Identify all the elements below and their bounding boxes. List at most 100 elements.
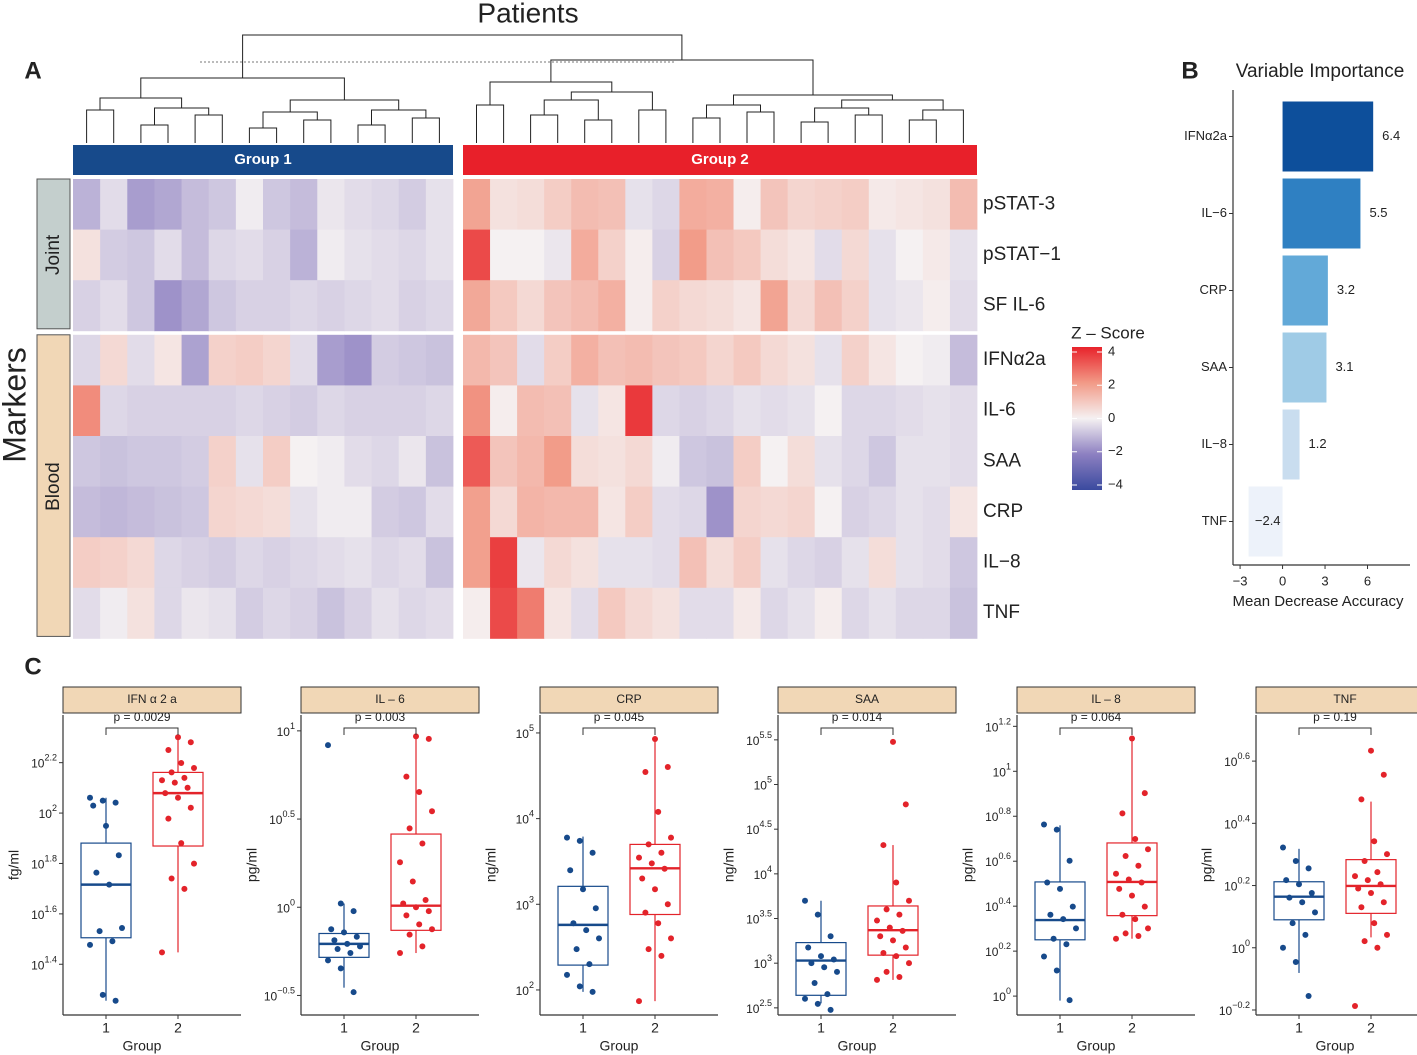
x-tick-label: −3 <box>1233 573 1248 588</box>
tick-base: 10 <box>31 858 45 872</box>
p-value: p = 0.003 <box>355 710 406 724</box>
heatmap-cell <box>706 385 734 437</box>
point <box>652 886 658 893</box>
y-tick-label: 100.8 <box>985 807 1011 825</box>
tick-exponent: 1 <box>1006 762 1011 772</box>
heatmap-cell <box>371 436 400 487</box>
row-group-label: Joint <box>43 234 64 275</box>
y-tick-label: 105 <box>516 723 534 741</box>
heatmap-cell <box>949 179 978 230</box>
point <box>1141 790 1148 797</box>
chart-title: Patients <box>477 0 578 28</box>
point <box>184 784 191 791</box>
y-tick-label: 103.5 <box>746 909 772 927</box>
heatmap-cell <box>760 334 789 386</box>
tick-base: 10 <box>746 734 760 748</box>
tick-base: 10 <box>516 727 530 741</box>
point <box>639 875 646 882</box>
p-value: p = 0.0029 <box>113 710 170 724</box>
point <box>1047 911 1054 918</box>
tick-base: 10 <box>985 945 999 959</box>
heatmap-cell <box>263 587 291 639</box>
heatmap-cell <box>841 179 870 230</box>
heatmap-cell <box>841 229 870 281</box>
y-tick-label: 100 <box>1232 938 1250 956</box>
tick-exponent: 0 <box>1245 938 1250 948</box>
row-label: IL-6 <box>983 400 1016 421</box>
y-tick-label: 100.6 <box>1224 751 1250 769</box>
point <box>805 944 812 951</box>
point <box>1308 889 1315 896</box>
tick-exponent: 0.4 <box>1237 814 1250 824</box>
y-tick-label: 103 <box>516 895 534 913</box>
value-label: −2.4 <box>1255 513 1281 528</box>
y-tick-label: IFNα2a <box>1184 128 1228 143</box>
y-tick-label: 102 <box>39 803 57 821</box>
heatmap-cell <box>706 537 734 589</box>
x-axis-label: Group <box>1077 1038 1116 1054</box>
heatmap-cell <box>679 537 707 589</box>
bar <box>1282 101 1374 172</box>
x-tick-label: 1 <box>1295 1020 1303 1036</box>
point <box>1292 959 1299 966</box>
heatmap-cell <box>544 280 572 332</box>
tick-base: 10 <box>39 807 53 821</box>
heatmap-cell <box>344 587 372 639</box>
y-tick-label: 101 <box>277 721 295 739</box>
point <box>1364 877 1371 884</box>
heatmap-cell <box>154 334 182 386</box>
point <box>171 779 178 786</box>
point <box>416 921 423 928</box>
tick-base: 10 <box>754 779 768 793</box>
heatmap-cell <box>652 385 680 437</box>
point <box>655 808 662 815</box>
heatmap-cell <box>208 436 237 487</box>
heatmap-cell <box>895 537 924 589</box>
point <box>159 949 165 956</box>
point <box>661 865 668 872</box>
heatmap-cell <box>760 486 789 538</box>
heatmap-cell <box>922 486 951 538</box>
heatmap-cell <box>371 587 400 639</box>
heatmap-cell <box>895 587 924 639</box>
tick-base: 10 <box>1219 1004 1233 1018</box>
y-tick-label: 104 <box>754 864 772 882</box>
heatmap-cell <box>679 587 707 639</box>
heatmap-cell <box>571 436 599 487</box>
heatmap-cell <box>517 385 545 437</box>
heatmap-cell <box>127 587 155 639</box>
heatmap-cell <box>841 334 870 386</box>
heatmap-cell <box>100 280 128 332</box>
colorbar-tick-label: −4 <box>1108 476 1123 491</box>
point <box>1141 903 1148 910</box>
heatmap-cell <box>463 385 491 437</box>
heatmap-cell <box>235 179 264 230</box>
y-tick-label: 100.5 <box>269 809 295 827</box>
value-label: 3.2 <box>1337 282 1355 297</box>
y-axis-label: pg/ml <box>1199 848 1215 882</box>
group-label: Group 1 <box>234 151 292 168</box>
point <box>567 867 574 874</box>
heatmap-cell <box>544 436 572 487</box>
tick-exponent: −0.5 <box>277 986 295 996</box>
y-tick-label: 10−0.2 <box>1219 1000 1250 1018</box>
heatmap-cell <box>181 385 210 437</box>
heatmap-cell <box>706 436 734 487</box>
point <box>827 1006 834 1013</box>
heatmap-cell <box>127 229 155 281</box>
point <box>1280 944 1286 951</box>
tick-exponent: 5 <box>529 723 534 733</box>
heatmap-cell <box>235 229 264 281</box>
heatmap-cell <box>344 436 372 487</box>
x-tick-label: 2 <box>1367 1020 1375 1036</box>
tick-exponent: 4.5 <box>759 820 772 830</box>
heatmap-cell <box>733 179 761 230</box>
heatmap-cell <box>425 334 454 386</box>
point <box>93 869 100 876</box>
heatmap-cell <box>679 280 707 332</box>
heatmap-cell <box>787 587 816 639</box>
heatmap-cell <box>760 587 789 639</box>
tick-exponent: 0.2 <box>998 942 1011 952</box>
heatmap-cell <box>100 334 128 386</box>
box <box>390 833 442 931</box>
